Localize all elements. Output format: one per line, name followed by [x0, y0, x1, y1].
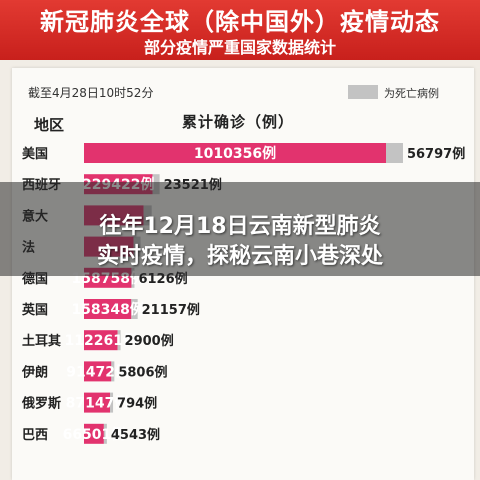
confirmed-value-label: 112261例 [65, 332, 137, 349]
deaths-bar [103, 423, 107, 444]
deaths-bar [111, 361, 115, 382]
region-label: 英国 [21, 302, 48, 318]
deaths-bar [131, 267, 135, 288]
confirmed-value-label: 66501例 [63, 426, 126, 443]
region-label: 美国 [22, 146, 48, 162]
confirmed-bar [84, 361, 112, 382]
deaths-bar [110, 392, 114, 413]
legend-swatch-deaths [348, 85, 378, 99]
confirmed-value-label: 1010356例 [194, 145, 276, 162]
overlay-banner [0, 182, 480, 276]
confirmed-value-label: 158348例 [71, 301, 143, 318]
region-label: 伊朗 [21, 364, 48, 380]
deaths-value-label: 794例 [117, 396, 157, 412]
region-label: 土耳其 [22, 333, 61, 349]
confirmed-bar [84, 392, 111, 413]
region-label: 俄罗斯 [21, 396, 61, 412]
header-banner [0, 0, 480, 60]
confirmed-value-label: 91472例 [66, 363, 129, 380]
confirmed-bar [84, 330, 118, 351]
timestamp: 截至4月28日10时52分 [28, 86, 154, 100]
deaths-bar [117, 330, 121, 351]
chart-title: 新冠肺炎全球（除中国外）疫情动态 [40, 8, 440, 36]
deaths-value-label: 5806例 [118, 364, 167, 380]
deaths-bar [131, 299, 138, 319]
confirmed-bar [84, 299, 132, 319]
deaths-value-label: 4543例 [111, 427, 160, 443]
column-header-confirmed: 累计确诊（例） [182, 113, 295, 131]
region-label: 巴西 [22, 428, 48, 443]
deaths-value-label: 21157例 [142, 302, 200, 318]
chart-subtitle: 部分疫情严重国家数据统计 [143, 38, 336, 57]
legend-label-deaths: 为死亡病例 [384, 87, 439, 100]
overlay-headline-line1: 往年12月18日云南新型肺炎 [99, 214, 381, 239]
confirmed-value-label: 87147例 [66, 395, 129, 412]
confirmed-bar [84, 423, 104, 444]
deaths-value-label: 56797例 [407, 146, 465, 162]
deaths-bar [386, 143, 403, 163]
overlay-headline-line2: 实时疫情，探秘云南小巷深处 [96, 244, 383, 269]
column-header-region: 地区 [34, 116, 65, 134]
deaths-value-label: 2900例 [125, 333, 174, 349]
confirmed-bar [84, 143, 386, 163]
